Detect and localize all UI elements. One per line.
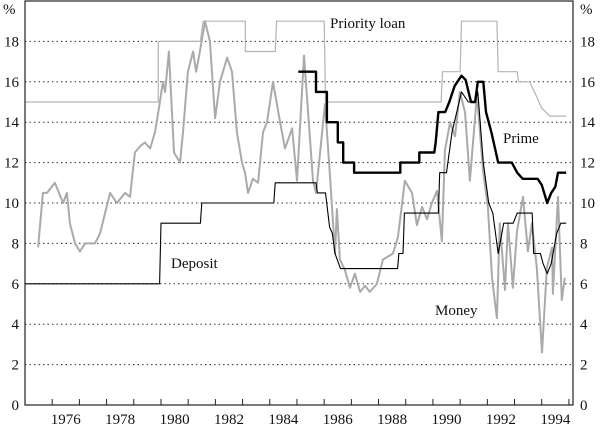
y-tick-label-right: 18 <box>580 34 595 50</box>
y-unit-left: % <box>3 2 16 18</box>
series-lines <box>25 20 567 354</box>
x-tick-label: 1994 <box>540 412 571 427</box>
x-tick-label: 1990 <box>432 412 462 427</box>
label-deposit: Deposit <box>171 256 218 272</box>
x-tick-label: 1984 <box>268 412 299 427</box>
y-tick-label-right: 8 <box>580 236 588 252</box>
y-tick-label-right: 12 <box>580 156 595 172</box>
x-tick-label: 1976 <box>51 412 82 427</box>
y-tick-label-left: 16 <box>4 75 20 91</box>
y-tick-label-left: 18 <box>4 34 19 50</box>
series-money <box>37 20 566 354</box>
x-tick-label: 1988 <box>377 412 407 427</box>
x-tick-label: 1982 <box>214 412 244 427</box>
y-tick-label-left: 12 <box>4 156 19 172</box>
label-priority-loan: Priority loan <box>330 16 406 32</box>
y-tick-label-right: 14 <box>580 115 596 131</box>
y-tick-label-left: 4 <box>12 317 20 333</box>
y-tick-label-right: 16 <box>580 75 596 91</box>
y-tick-label-left: 0 <box>12 398 20 414</box>
series-prime <box>298 70 567 205</box>
x-tick-label: 1978 <box>105 412 135 427</box>
x-tick-label: 1980 <box>160 412 190 427</box>
y-tick-label-left: 6 <box>12 277 20 293</box>
y-tick-label-right: 0 <box>580 398 588 414</box>
y-tick-label-left: 2 <box>12 358 20 374</box>
y-tick-label-left: 10 <box>4 196 19 212</box>
plot-frame <box>24 0 574 406</box>
label-prime: Prime <box>503 131 539 147</box>
x-tick-label: 1986 <box>323 412 354 427</box>
axes: 0 0 2 2 4 4 6 6 8 8 10 10 12 12 14 14 16 16 18 18 1976 1978 19… <box>4 34 596 427</box>
y-unit-right: % <box>580 2 593 18</box>
y-tick-label-right: 10 <box>580 196 595 212</box>
y-tick-label-right: 6 <box>580 277 588 293</box>
series-deposit <box>25 91 567 285</box>
y-tick-label-right: 4 <box>580 317 588 333</box>
x-tick-label: 1992 <box>486 412 516 427</box>
y-tick-label-left: 8 <box>12 236 20 252</box>
series-priority-loan <box>25 20 567 117</box>
label-money: Money <box>435 303 478 319</box>
y-tick-label-right: 2 <box>580 358 588 374</box>
y-tick-label-left: 14 <box>4 115 20 131</box>
